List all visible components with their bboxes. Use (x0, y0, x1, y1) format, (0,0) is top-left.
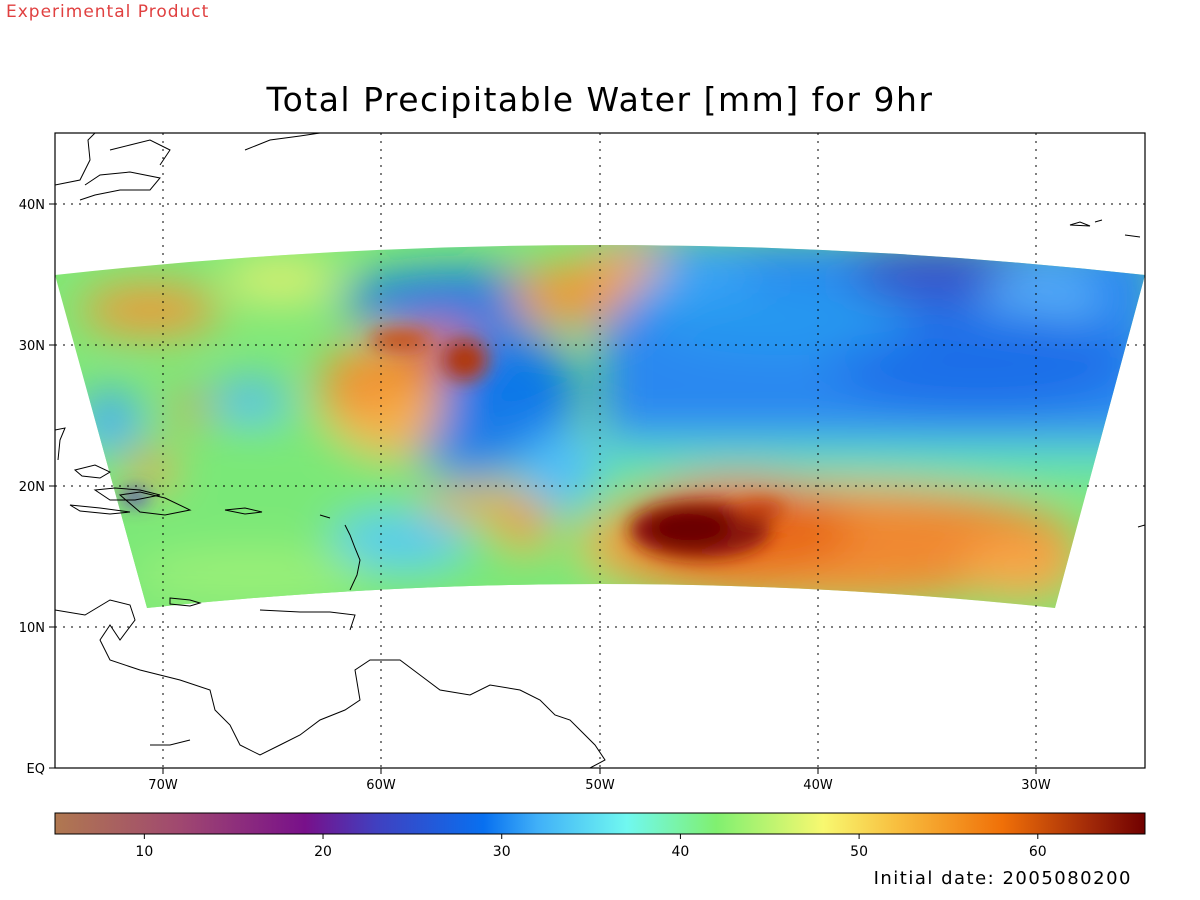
chart-title: Total Precipitable Water [mm] for 9hr (266, 80, 934, 119)
lat-label-20n: 20N (19, 480, 45, 495)
lon-label-30w: 30W (1021, 778, 1051, 793)
lon-label-40w: 40W (803, 778, 833, 793)
colorbar-label-40: 40 (671, 844, 689, 860)
graticule (55, 133, 1145, 768)
colorbar-label-20: 20 (314, 844, 332, 860)
lon-label-70w: 70W (148, 778, 178, 793)
longitude-labels: 70W 60W 50W 40W 30W (148, 778, 1051, 793)
experimental-product-label: Experimental Product (6, 2, 210, 22)
colorbar-label-10: 10 (135, 844, 153, 860)
colorbar-gradient (54, 812, 1146, 835)
lat-label-10n: 10N (19, 621, 45, 636)
lat-label-eq: EQ (27, 762, 45, 777)
latitude-labels: 40N 30N 20N 10N EQ (19, 198, 45, 777)
colorbar-label-60: 60 (1029, 844, 1047, 860)
axis-tick-marks (49, 203, 1037, 774)
colorbar-label-50: 50 (850, 844, 868, 860)
colorbar: 10 20 30 40 50 60 (54, 812, 1146, 860)
precipitable-water-field (55, 245, 1145, 608)
lat-label-40n: 40N (19, 198, 45, 213)
lat-label-30n: 30N (19, 339, 45, 354)
lon-label-60w: 60W (366, 778, 396, 793)
colorbar-tick-marks (143, 834, 1039, 839)
lon-label-50w: 50W (585, 778, 615, 793)
colorbar-label-30: 30 (493, 844, 511, 860)
initial-date: Initial date: 2005080200 (873, 868, 1132, 889)
